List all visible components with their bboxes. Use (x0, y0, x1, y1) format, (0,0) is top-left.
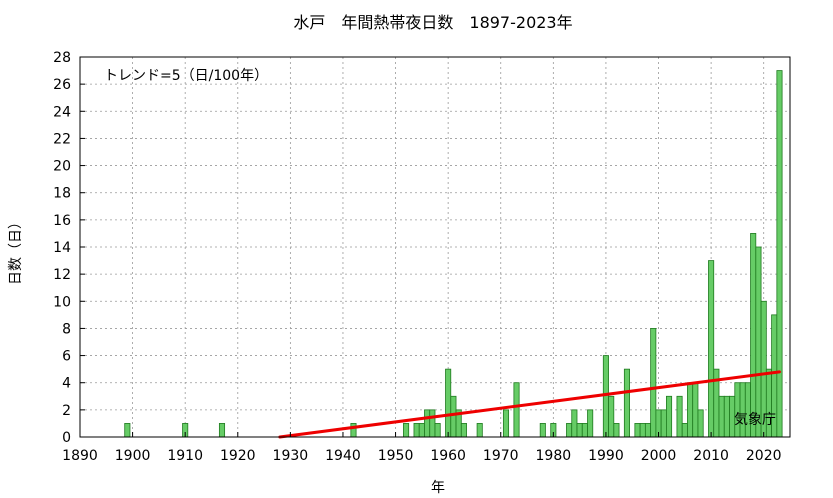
bar (776, 70, 783, 438)
trend-line (278, 370, 781, 439)
x-tick-label: 1940 (325, 448, 361, 464)
bar (676, 395, 683, 438)
x-tick-label: 1910 (167, 448, 203, 464)
bar (750, 233, 757, 438)
grid-lines (80, 56, 790, 437)
bar (666, 395, 673, 438)
x-tick-label: 1970 (483, 448, 519, 464)
y-tick-label: 0 (62, 430, 71, 446)
bar (687, 382, 694, 438)
bar (350, 423, 357, 438)
x-tick-label: 2000 (641, 448, 677, 464)
bar (566, 423, 573, 438)
bar (650, 328, 657, 438)
bar (403, 423, 410, 438)
bar (581, 423, 588, 438)
trend-group (278, 370, 781, 439)
y-tick-label: 16 (53, 213, 71, 229)
bar (502, 409, 510, 438)
bar (602, 355, 609, 438)
bar (571, 409, 578, 438)
bar (623, 368, 630, 438)
x-tick-label: 1980 (536, 448, 572, 464)
bar (660, 409, 667, 438)
bar (460, 423, 467, 438)
bar (634, 423, 641, 438)
y-tick-label: 2 (62, 403, 71, 419)
x-tick-label: 2020 (746, 448, 782, 464)
bar (608, 395, 615, 438)
bar (124, 423, 131, 438)
y-tick-label: 24 (53, 104, 71, 120)
trend-annotation: トレンド=5（日/100年） (104, 68, 268, 84)
y-tick-label: 28 (53, 50, 71, 66)
bar (681, 423, 688, 438)
bar (413, 423, 420, 438)
bar (697, 409, 704, 438)
bar (513, 382, 520, 438)
bar (708, 260, 715, 438)
bars-group (124, 70, 783, 438)
y-tick-label: 8 (62, 321, 71, 337)
bar (744, 382, 751, 438)
bar (576, 423, 583, 438)
bar (644, 423, 652, 438)
bar (639, 423, 646, 438)
x-tick-label: 1990 (588, 448, 624, 464)
y-axis-title: 日数（日） (8, 215, 24, 285)
y-tick-label: 26 (53, 77, 71, 93)
y-tick-label: 18 (53, 186, 71, 202)
bar (723, 395, 730, 438)
y-tick-label: 4 (62, 376, 71, 392)
bar (445, 368, 452, 438)
x-tick-label: 2010 (693, 448, 729, 464)
y-tick-label: 12 (53, 267, 71, 283)
x-tick-label: 1960 (430, 448, 466, 464)
bar (587, 409, 594, 438)
bar (418, 423, 425, 438)
bar (539, 423, 546, 438)
x-tick-label: 1900 (115, 448, 151, 464)
bar (424, 409, 431, 438)
bar (755, 246, 762, 438)
bar (718, 395, 725, 438)
x-axis-title: 年 (431, 480, 445, 496)
bar (218, 423, 226, 438)
y-tick-label: 22 (53, 131, 71, 147)
bar (692, 382, 699, 438)
x-axis-ticks: 1890 1900 1910 1920 1930 1940 1950 1960 1970 1980… (62, 432, 782, 464)
bar (434, 423, 441, 438)
x-tick-label: 1920 (220, 448, 256, 464)
x-tick-label: 1890 (62, 448, 98, 464)
bar (734, 382, 741, 438)
y-tick-label: 10 (53, 294, 71, 310)
x-tick-label: 1930 (273, 448, 309, 464)
bar (450, 395, 457, 438)
chart-title: 水戸 年間熱帯夜日数 1897-2023年 (293, 13, 572, 32)
y-tick-label: 14 (53, 240, 71, 256)
bar (739, 382, 746, 438)
x-tick-label: 1950 (378, 448, 414, 464)
y-tick-label: 6 (62, 349, 71, 365)
bar (476, 423, 483, 438)
y-tick-label: 20 (53, 159, 71, 175)
bar (429, 409, 436, 438)
bar (613, 423, 620, 438)
credit-label: 気象庁 (734, 412, 776, 428)
